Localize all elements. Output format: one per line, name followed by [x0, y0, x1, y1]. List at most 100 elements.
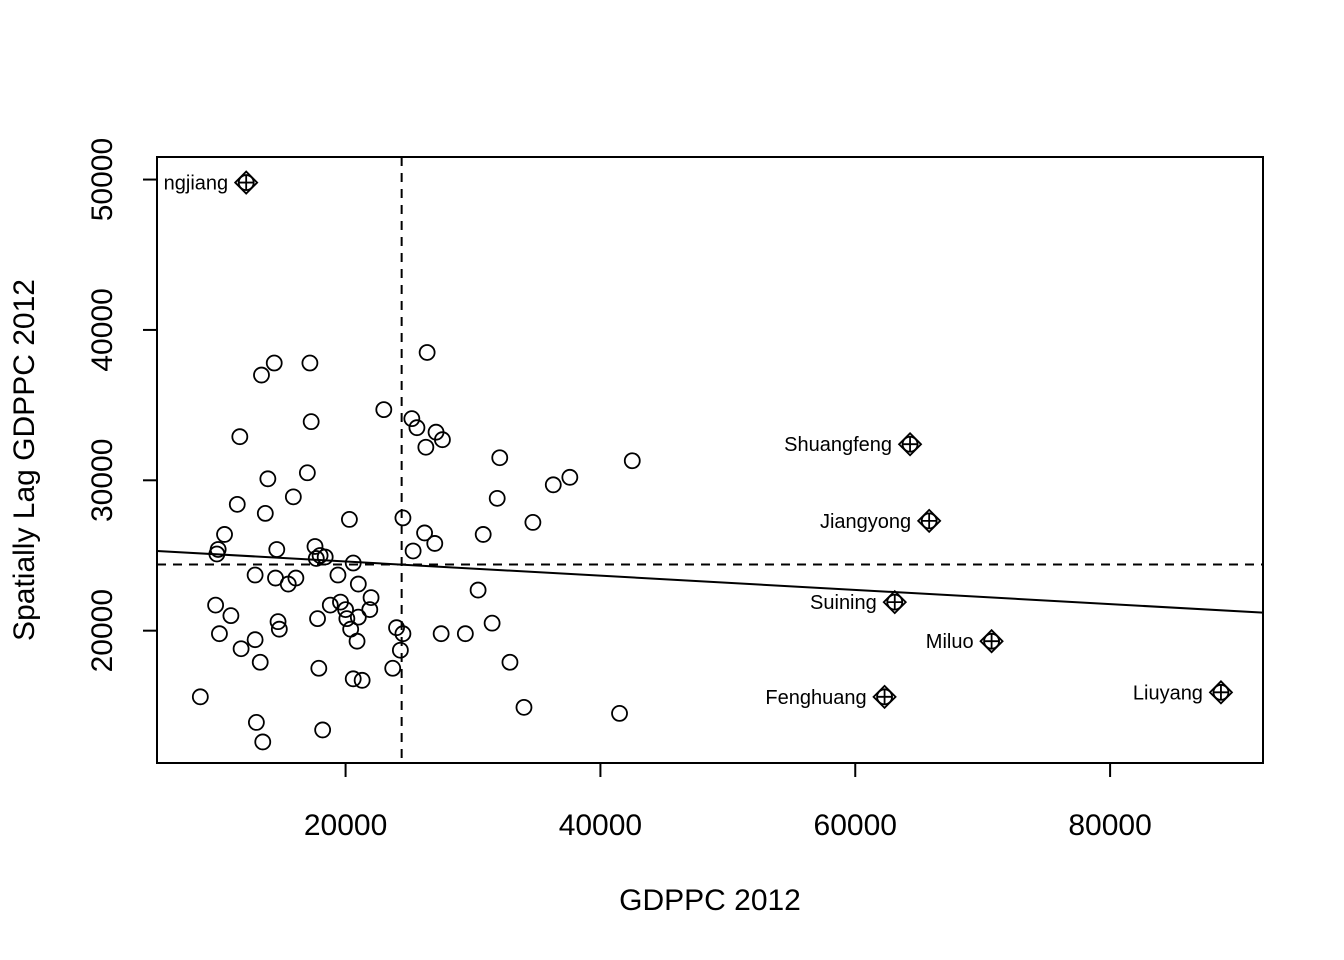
data-point — [338, 610, 356, 628]
influential-point — [916, 508, 942, 534]
data-point — [298, 464, 316, 482]
point-labels: ngjiang Shuangfeng Jiangyong Suining Miluo Fe… — [164, 173, 1203, 709]
point-label: Suining — [810, 592, 877, 614]
influential-point-cross — [1212, 684, 1229, 701]
point-label: Shuangfeng — [784, 434, 892, 456]
data-point — [474, 526, 492, 543]
data-point — [348, 632, 366, 650]
influential-point-diamond — [897, 431, 923, 457]
point-label: Jiangyong — [820, 511, 911, 533]
influential-point-cross — [238, 174, 255, 191]
influential-point-cross — [902, 436, 919, 453]
data-point — [416, 524, 433, 542]
data-point — [216, 526, 233, 543]
data-point — [191, 688, 209, 706]
x-tick-label: 60000 — [814, 809, 897, 842]
data-point — [310, 659, 328, 677]
influential-point-cross — [876, 688, 893, 705]
data-point — [307, 550, 325, 567]
influential-point-diamond — [916, 508, 942, 534]
influential-point-diamond — [233, 170, 259, 195]
influential-point — [233, 170, 259, 195]
data-point — [426, 535, 444, 552]
data-point — [247, 713, 265, 731]
axes: 20000 40000 60000 80000 20000 30000 40000 50000 — [86, 138, 1152, 842]
data-point — [344, 554, 362, 572]
x-axis-label: GDPPC 2012 — [619, 884, 801, 917]
data-point — [337, 601, 354, 619]
x-tick-label: 80000 — [1068, 809, 1151, 842]
data-point — [403, 410, 421, 428]
data-point — [253, 366, 270, 384]
data-point — [384, 659, 402, 677]
data-point — [269, 613, 287, 631]
data-point — [611, 704, 628, 722]
data-point — [394, 509, 412, 527]
data-point — [270, 620, 288, 638]
influential-point — [897, 431, 923, 457]
data-point — [515, 698, 533, 716]
data-point — [341, 510, 358, 528]
data-point — [404, 542, 422, 560]
data-point — [362, 589, 380, 606]
data-point — [561, 468, 579, 486]
y-axis-label: Spatially Lag GDPPC 2012 — [8, 279, 41, 641]
data-point — [302, 413, 320, 431]
data-point — [287, 569, 305, 587]
data-point — [375, 401, 393, 419]
influential-point-diamond — [1208, 680, 1234, 705]
data-point — [259, 470, 277, 488]
data-point — [232, 640, 250, 658]
data-point — [349, 608, 367, 626]
data-point — [207, 596, 225, 614]
influential-point-cross — [983, 633, 1000, 650]
data-point — [388, 619, 405, 637]
data-point — [251, 653, 269, 671]
regression-line — [157, 549, 1263, 614]
data-point — [501, 653, 519, 671]
y-tick-label: 30000 — [86, 439, 119, 522]
data-point — [353, 671, 371, 689]
data-point — [391, 641, 409, 659]
data-point — [231, 428, 249, 446]
influential-point — [882, 589, 908, 615]
point-label: Liuyang — [1133, 682, 1203, 704]
influential-point-diamond — [882, 589, 908, 615]
influential-point-cross — [886, 594, 903, 611]
data-point — [344, 670, 362, 688]
data-point — [314, 721, 332, 739]
data-point — [222, 607, 240, 625]
data-point — [408, 419, 426, 437]
data-point — [246, 566, 264, 584]
data-point — [284, 488, 302, 506]
point-label: Fenghuang — [765, 687, 866, 709]
data-point — [524, 514, 542, 531]
data-point — [417, 438, 435, 456]
data-point — [209, 541, 227, 558]
data-point — [228, 495, 246, 513]
x-tick-label: 20000 — [304, 809, 387, 842]
data-point — [483, 614, 501, 632]
influential-point — [979, 628, 1004, 654]
data-point — [349, 575, 367, 593]
y-tick-label: 40000 — [86, 288, 119, 371]
data-point — [316, 548, 334, 566]
influential-point-diamond — [979, 628, 1004, 654]
plot-frame — [156, 156, 1264, 764]
data-point — [544, 476, 562, 494]
data-point — [301, 354, 319, 372]
plot-marks — [157, 157, 1263, 763]
data-point — [256, 504, 274, 522]
data-point — [268, 541, 286, 558]
data-point — [488, 489, 506, 507]
data-point — [491, 449, 509, 467]
influential-point — [872, 684, 897, 710]
data-point — [246, 631, 264, 649]
point-label: ngjiang — [164, 173, 229, 195]
data-point — [418, 344, 436, 361]
data-point — [434, 431, 451, 449]
data-point — [432, 625, 450, 643]
data-point — [623, 452, 641, 470]
data-point — [211, 625, 228, 643]
